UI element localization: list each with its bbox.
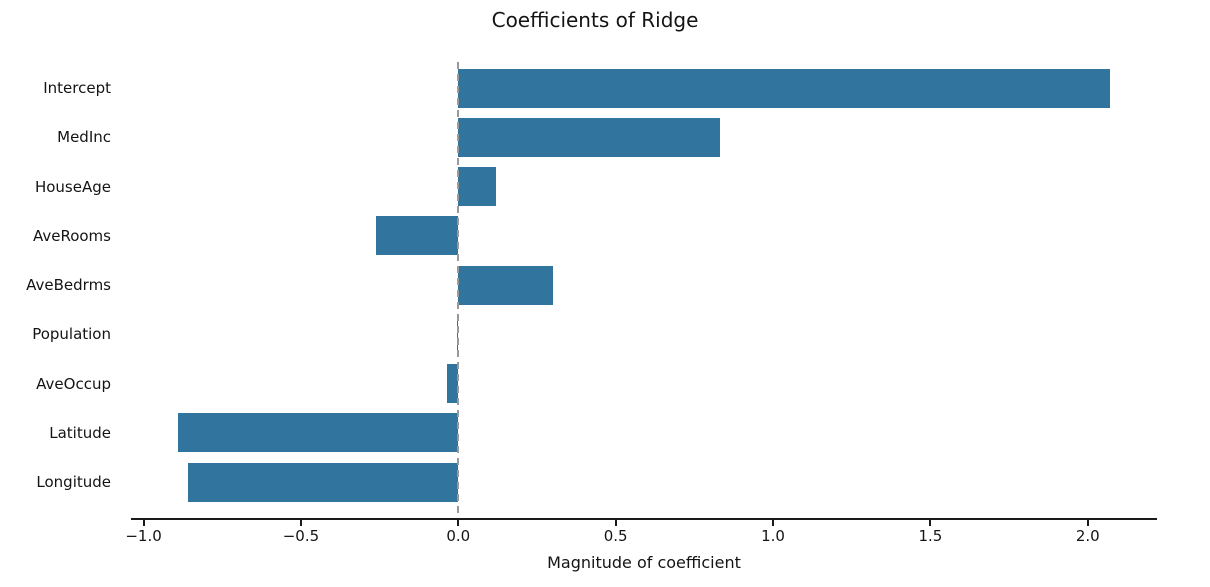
x-tick-0.0: [457, 520, 460, 526]
bar-averooms: [376, 216, 459, 256]
x-tick-−1.0: [142, 520, 145, 526]
x-tick-1.0: [772, 520, 775, 526]
bar-latitude: [178, 413, 459, 453]
y-category-label-averooms: AveRooms: [32, 226, 111, 245]
x-tick-label: 1.0: [761, 527, 785, 545]
y-category-label-intercept: Intercept: [43, 79, 111, 97]
x-tick-label: 1.5: [918, 527, 943, 545]
chart-title: Coefficients of Ridge: [491, 8, 699, 32]
y-category-label-avebedrms: AveBedrms: [26, 276, 111, 294]
bar-aveoccup: [446, 364, 459, 403]
x-tick-1.5: [929, 520, 932, 526]
x-tick-label: −0.5: [282, 527, 320, 545]
x-tick-0.5: [614, 520, 617, 526]
y-category-label-longitude: Longitude: [36, 473, 111, 491]
x-tick-label: 0.5: [603, 527, 628, 545]
x-tick-−0.5: [299, 520, 302, 526]
x-axis-label: Magnitude of coefficient: [547, 553, 741, 572]
x-tick-label: 0.0: [446, 527, 471, 545]
y-category-label-houseage: HouseAge: [34, 177, 111, 196]
bar-houseage: [458, 167, 497, 206]
zero-reference-line: [457, 62, 460, 518]
y-category-label-aveoccup: AveOccup: [36, 374, 111, 393]
x-axis-spine: [131, 518, 1157, 520]
bar-avebedrms: [458, 265, 553, 305]
y-category-label-medinc: MedInc: [57, 128, 111, 147]
y-category-label-population: Population: [32, 325, 111, 344]
plot-area: [131, 62, 1157, 518]
bar-medinc: [458, 117, 720, 157]
y-category-label-latitude: Latitude: [49, 423, 111, 442]
bar-longitude: [187, 462, 459, 502]
bar-intercept: [458, 68, 1110, 108]
x-tick-label: −1.0: [125, 527, 162, 545]
x-tick-label: 2.0: [1075, 527, 1100, 545]
x-tick-2.0: [1086, 520, 1089, 526]
